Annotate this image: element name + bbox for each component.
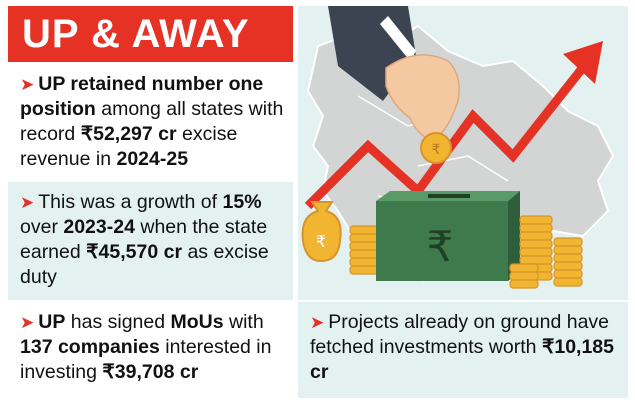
fact-panel-3: ➤ UP has signed MoUs with 137 companies i… (8, 302, 293, 398)
headline: UP & AWAY (8, 6, 293, 62)
money-bag-icon (301, 201, 342, 263)
fact-segment: MoUs (170, 311, 224, 333)
fact-segment: 15% (222, 191, 262, 213)
fact-segment: 2023-24 (63, 216, 135, 238)
fact-text-4: Projects already on ground have fetched … (310, 311, 614, 383)
fact-segment: This was a growth of (38, 191, 223, 213)
fact-segment: among all states with record (20, 98, 284, 145)
fact-panel-1: ➤ UP retained number one position among a… (8, 64, 293, 180)
coin-rupee-symbol: ₹ (432, 142, 441, 158)
fact-panel-4: ➤ Projects already on ground have fetched… (298, 302, 628, 398)
growth-arrow-head (563, 41, 603, 84)
fact-segment: ₹39,708 cr (102, 361, 199, 383)
fact-segment: ₹45,570 cr (86, 241, 183, 263)
illustration: ₹ ₹ ₹ (298, 6, 628, 300)
fact-segment: ₹10,185 cr (310, 336, 615, 383)
bullet-arrow-icon: ➤ (310, 313, 325, 332)
bullet-arrow-icon: ➤ (20, 75, 35, 94)
fact-segment: Projects already on ground have fetched … (310, 311, 610, 358)
fact-segment: ₹52,297 cr (80, 123, 177, 145)
fact-segment: interested in investing (20, 336, 272, 383)
fact-segment: has signed (65, 311, 171, 333)
fact-text-3: UP has signed MoUs with 137 companies in… (20, 311, 271, 383)
fact-text-1: UP retained number one position among al… (20, 73, 283, 170)
fact-panel-2: ➤ This was a growth of 15% over 2023-24 w… (8, 182, 293, 300)
illustration-svg: ₹ ₹ ₹ (301, 6, 615, 289)
fact-segment: excise revenue in (20, 123, 238, 170)
fact-segment: UP (38, 311, 66, 333)
fact-segment: over (20, 216, 64, 238)
hand (385, 54, 460, 142)
coin-stack-right (509, 215, 583, 289)
fact-segment: as excise duty (20, 241, 269, 288)
fact-segment: with (223, 311, 264, 333)
fact-text-2: This was a growth of 15% over 2023-24 wh… (20, 191, 269, 288)
fact-segment: when the state earned (20, 216, 268, 263)
fact-segment: UP retained number one position (20, 73, 264, 120)
bullet-arrow-icon: ➤ (20, 313, 35, 332)
fact-segment: 2024-25 (116, 148, 189, 170)
box-rupee-symbol: ₹ (427, 222, 454, 271)
bag-rupee-symbol: ₹ (316, 232, 326, 251)
fact-segment: 137 companies (20, 336, 160, 358)
bullet-arrow-icon: ➤ (20, 193, 35, 212)
coin-stack-left (349, 225, 381, 275)
held-coin (420, 132, 452, 164)
cash-box (376, 201, 508, 281)
